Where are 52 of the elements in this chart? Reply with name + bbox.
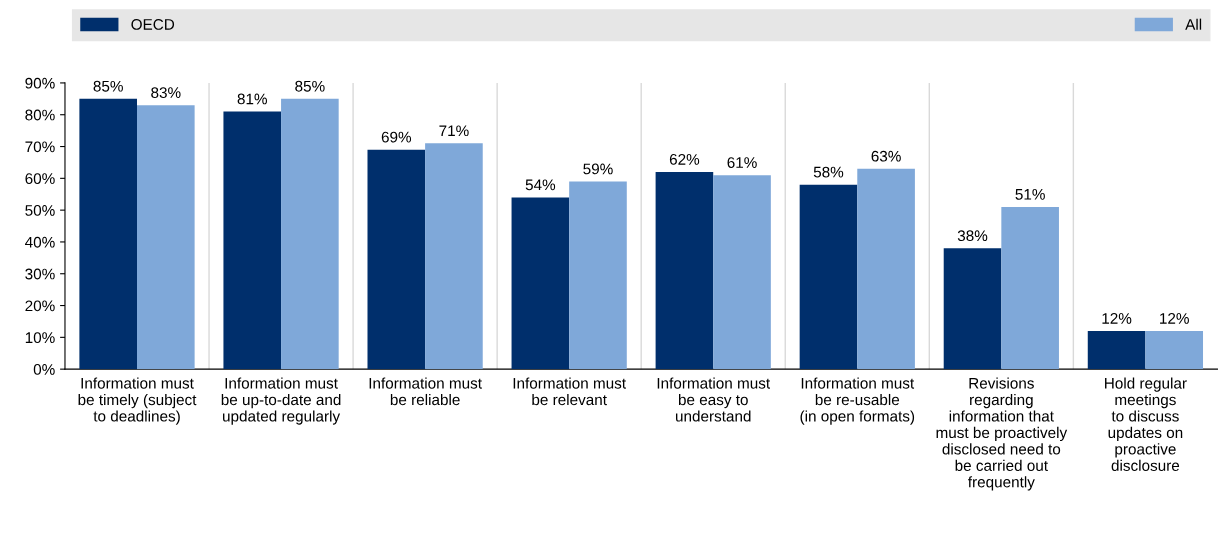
bar	[137, 105, 195, 370]
y-tick-label: 10%	[25, 332, 55, 344]
y-tick-label: 50%	[25, 205, 55, 216]
data-label: 85%	[295, 80, 325, 92]
y-tick-label: 80%	[25, 109, 55, 121]
bar	[1001, 206, 1059, 370]
x-tick-label: Information must be timely (subject to deadlines)	[78, 377, 197, 425]
bar	[1145, 330, 1204, 370]
data-label: 12%	[1160, 312, 1189, 324]
x-tick-label: Information must be relevant	[513, 377, 626, 406]
legend-label: OECD	[131, 19, 175, 30]
data-label: 51%	[1015, 189, 1045, 200]
data-label: 54%	[525, 179, 556, 191]
bar	[223, 111, 282, 370]
x-tick-label: Information must be reliable	[369, 377, 482, 406]
bar	[511, 197, 570, 370]
data-label: 69%	[381, 131, 412, 143]
x-tick-label: Revisions regarding information that must be proactively disclosed need to be carried out frequently	[936, 377, 1068, 491]
x-tick-label: Hold regular meetings to discuss updates on proactive disclosure	[1105, 377, 1187, 471]
data-label: 61%	[727, 157, 757, 168]
data-label: 63%	[871, 150, 901, 162]
data-label: 71%	[439, 125, 469, 137]
y-tick-label: 0%	[33, 364, 55, 375]
x-tick-label: Information must be easy to understand	[657, 377, 771, 422]
bar	[281, 98, 339, 370]
bar	[943, 248, 1002, 370]
data-label: 81%	[237, 93, 267, 105]
bar	[569, 181, 627, 370]
bar	[1087, 330, 1146, 370]
y-tick-label: 40%	[25, 236, 55, 248]
bar	[79, 98, 138, 370]
x-tick-label: Information must be re-usable (in open formats)	[800, 377, 915, 425]
y-tick-label: 90%	[25, 77, 55, 89]
legend-label: All	[1185, 18, 1202, 30]
x-tick-label: Information must be up-to-date and updated regularly	[221, 377, 341, 425]
data-label: 62%	[669, 153, 700, 165]
data-label: 59%	[583, 163, 613, 175]
bar	[857, 168, 915, 370]
data-label: 58%	[813, 166, 844, 178]
data-label: 12%	[1102, 312, 1132, 324]
bar	[713, 175, 771, 370]
data-label: 85%	[93, 80, 123, 92]
bar	[799, 184, 858, 370]
y-tick-label: 20%	[25, 300, 55, 312]
data-label: 83%	[151, 87, 181, 98]
data-label: 38%	[957, 230, 988, 242]
y-tick-label: 70%	[25, 141, 55, 153]
y-tick-label: 30%	[25, 268, 55, 280]
bar	[367, 149, 426, 370]
bar	[655, 171, 714, 370]
y-tick-label: 60%	[25, 173, 55, 185]
bar	[425, 143, 483, 370]
